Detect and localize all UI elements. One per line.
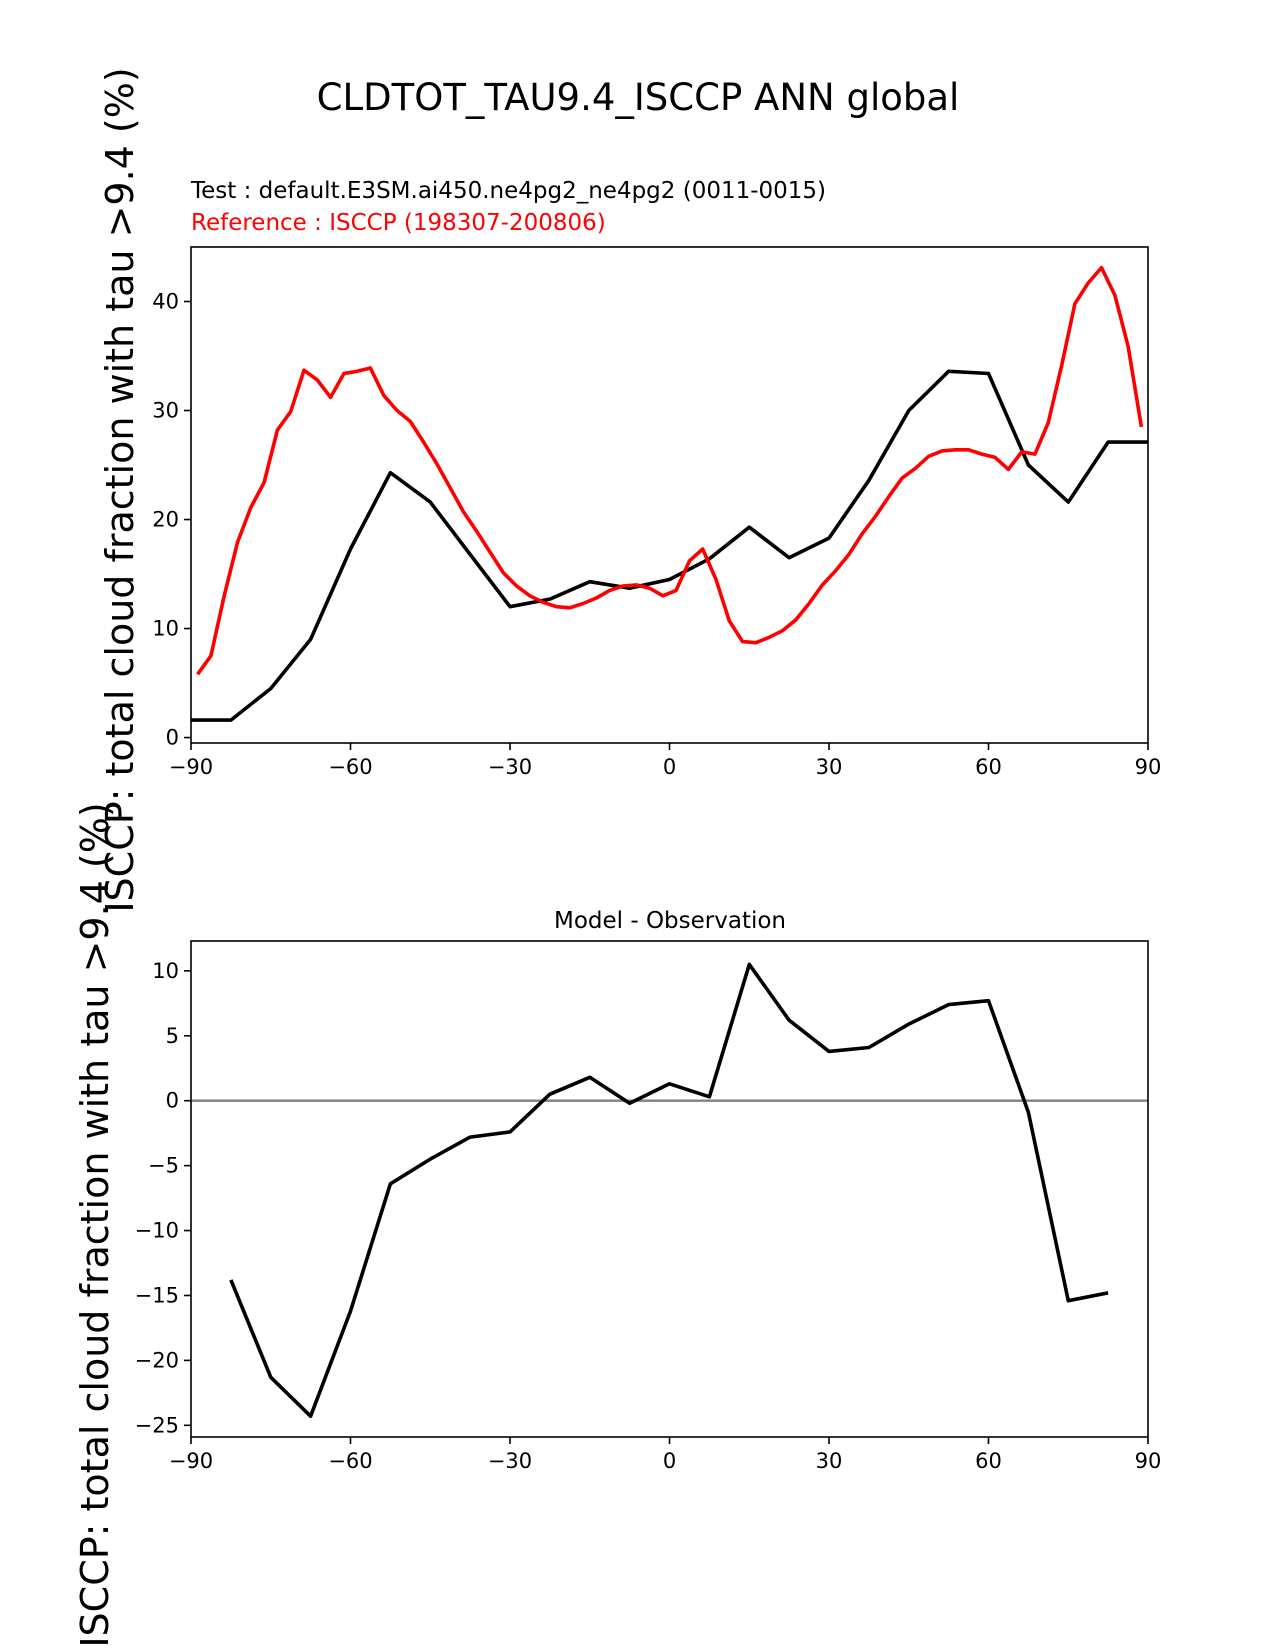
top-y-tick-label: 10 — [152, 617, 179, 641]
bottom-y-tick-label: −20 — [135, 1348, 179, 1372]
bottom-x-tick-label: −90 — [169, 1449, 213, 1473]
top-y-axis-label: ISCCP: total cloud fraction with tau >9.… — [98, 67, 142, 912]
bottom-difference-line — [229, 962, 1109, 1418]
reference-label: Reference : ISCCP (198307-200806) — [191, 210, 606, 236]
top-y-tick-label: 30 — [152, 399, 179, 423]
bottom-x-tick-label: 90 — [1135, 1449, 1162, 1473]
bottom-x-tick-label: −30 — [488, 1449, 532, 1473]
bottom-axes-frame — [190, 940, 1149, 1438]
top-y-tick-label: 40 — [152, 290, 179, 314]
bottom-x-tick-label: 0 — [663, 1449, 676, 1473]
top-x-tick-label: −60 — [328, 755, 372, 779]
top-reference-line — [196, 265, 1144, 676]
difference-plot: −90 −60 −30 0 30 60 90 10 5 0 −5 −10 −15 −20 −25 — [135, 940, 1162, 1473]
bottom-x-tick-label: −60 — [328, 1449, 372, 1473]
bottom-y-axis-label: ISCCP: total cloud fraction with tau >9.… — [73, 802, 117, 1647]
bottom-y-tick-label: −15 — [135, 1283, 179, 1307]
bottom-x-tick-label: 30 — [816, 1449, 843, 1473]
top-y-tick-label: 20 — [152, 508, 179, 532]
figure-title: CLDTOT_TAU9.4_ISCCP ANN global — [317, 76, 960, 119]
bottom-y-tick-label: −25 — [135, 1413, 179, 1437]
top-x-tick-label: 60 — [975, 755, 1002, 779]
top-axes-frame — [190, 246, 1149, 744]
bottom-x-tick-label: 60 — [975, 1449, 1002, 1473]
top-plot: −90 −60 −30 0 30 60 90 0 10 20 30 40 — [152, 246, 1162, 779]
top-test-line — [191, 369, 1148, 722]
bottom-y-tick-label: 10 — [152, 959, 179, 983]
bottom-y-tick-label: 5 — [166, 1024, 179, 1048]
bottom-y-tick-label: 0 — [166, 1089, 179, 1113]
bottom-y-tick-label: −10 — [135, 1219, 179, 1243]
panel-title: Model - Observation — [554, 908, 786, 934]
top-y-tick-label: 0 — [166, 726, 179, 750]
top-x-tick-label: 90 — [1135, 755, 1162, 779]
top-x-tick-label: 0 — [663, 755, 676, 779]
bottom-y-tick-label: −5 — [148, 1154, 179, 1178]
test-label: Test : default.E3SM.ai450.ne4pg2_ne4pg2 … — [190, 178, 826, 204]
top-x-tick-label: −30 — [488, 755, 532, 779]
top-x-tick-label: 30 — [816, 755, 843, 779]
top-x-tick-label: −90 — [169, 755, 213, 779]
